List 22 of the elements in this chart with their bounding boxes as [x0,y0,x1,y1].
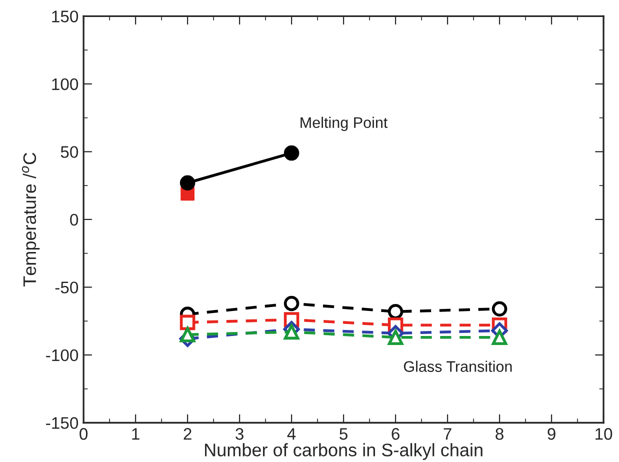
x-tick-label: 6 [392,428,400,440]
x-axis-title: Number of carbons in S-alkyl chain [205,443,482,460]
x-tick-label: 1 [132,428,140,440]
annotation: Glass Transition [404,360,512,372]
x-tick-label: 4 [287,428,296,440]
x-tick-label: 8 [496,428,504,440]
y-tick-label: -50 [55,282,78,294]
x-tick-label: 3 [236,428,244,440]
annotation: Melting Point [300,116,388,132]
x-tick-label: 10 [596,428,612,440]
x-tick-label: 0 [80,428,88,440]
y-axis-title: Temperature /$^{o}$C [22,152,40,286]
x-tick-label: 2 [184,428,192,440]
x-tick-label: 7 [444,428,452,440]
y-tick-label: -100 [46,349,78,362]
y-tick-label: 150 [52,10,78,22]
y-tick-label: 100 [52,78,78,90]
y-tick-label: -150 [46,417,78,429]
y-tick-label: 0 [70,214,78,226]
x-tick-label: 5 [340,428,348,440]
y-tick-label: 50 [60,146,78,158]
x-tick-label: 9 [548,428,556,440]
